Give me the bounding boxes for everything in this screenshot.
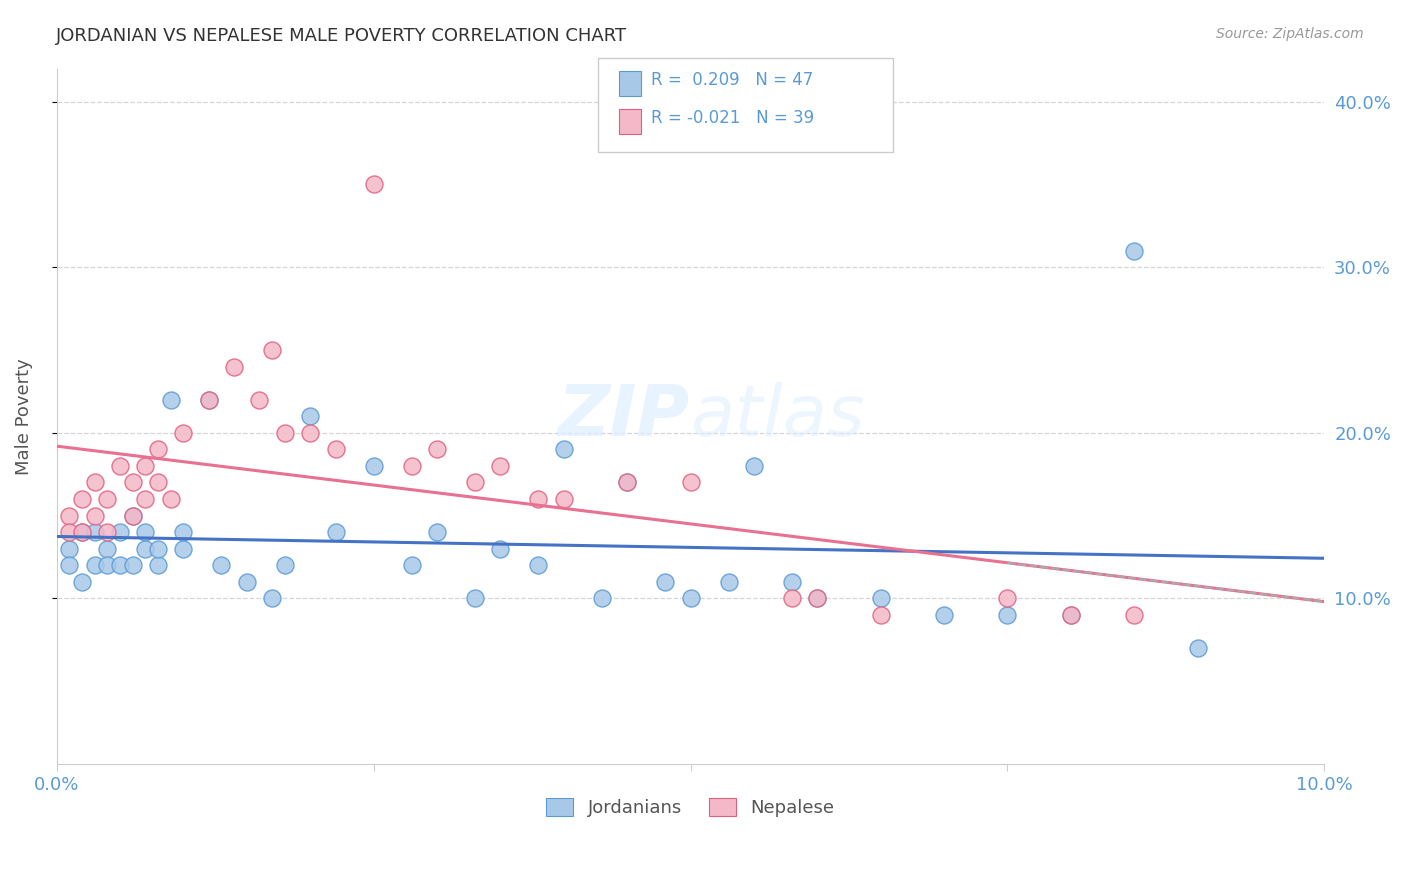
Point [553,442,575,457]
Point [96,524,118,539]
Point [997,607,1019,622]
Point [1187,640,1209,655]
Text: atlas: atlas [690,382,865,450]
Point [172,541,194,556]
Point [121,475,143,490]
Point [464,475,486,490]
Point [274,425,297,440]
Point [780,574,803,589]
Point [121,558,143,573]
Point [464,591,486,606]
Point [172,524,194,539]
Point [426,524,449,539]
Point [806,591,828,606]
Point [401,458,423,473]
Point [806,591,828,606]
Point [236,574,259,589]
Point [489,458,512,473]
Legend: Jordanians, Nepalese: Jordanians, Nepalese [538,790,842,824]
Point [70,524,93,539]
Point [426,442,449,457]
Point [96,541,118,556]
Point [197,392,219,407]
Point [70,524,93,539]
Point [401,558,423,573]
Text: Source: ZipAtlas.com: Source: ZipAtlas.com [1216,27,1364,41]
Point [489,541,512,556]
Point [299,425,322,440]
Point [325,524,347,539]
Point [654,574,676,589]
Point [58,524,80,539]
Point [108,458,131,473]
Text: R = -0.021   N = 39: R = -0.021 N = 39 [651,109,814,127]
Point [58,508,80,523]
Point [146,475,169,490]
Point [134,458,156,473]
Point [146,558,169,573]
Point [209,558,232,573]
Point [780,591,803,606]
Point [869,607,891,622]
Point [262,591,284,606]
Point [679,475,702,490]
Point [70,491,93,506]
Point [869,591,891,606]
Y-axis label: Male Poverty: Male Poverty [15,358,32,475]
Point [299,409,322,424]
Point [1060,607,1083,622]
Point [527,491,550,506]
Point [197,392,219,407]
Point [553,491,575,506]
Point [262,343,284,357]
Text: JORDANIAN VS NEPALESE MALE POVERTY CORRELATION CHART: JORDANIAN VS NEPALESE MALE POVERTY CORRE… [56,27,627,45]
Point [325,442,347,457]
Point [224,359,246,374]
Point [591,591,613,606]
Point [1123,244,1146,258]
Point [134,491,156,506]
Point [134,541,156,556]
Point [1060,607,1083,622]
Point [83,524,105,539]
Point [108,558,131,573]
Point [717,574,740,589]
Point [134,524,156,539]
Point [274,558,297,573]
Point [83,558,105,573]
Text: ZIP: ZIP [558,382,690,450]
Point [121,508,143,523]
Point [616,475,638,490]
Point [70,574,93,589]
Text: R =  0.209   N = 47: R = 0.209 N = 47 [651,71,813,89]
Point [108,524,131,539]
Point [679,591,702,606]
Point [96,558,118,573]
Point [742,458,765,473]
Point [932,607,955,622]
Point [58,558,80,573]
Point [146,541,169,556]
Point [96,491,118,506]
Point [363,458,385,473]
Point [83,475,105,490]
Point [159,491,181,506]
Point [83,508,105,523]
Point [172,425,194,440]
Point [146,442,169,457]
Point [249,392,271,407]
Point [1123,607,1146,622]
Point [159,392,181,407]
Point [363,178,385,192]
Point [58,541,80,556]
Point [997,591,1019,606]
Point [616,475,638,490]
Point [527,558,550,573]
Point [121,508,143,523]
